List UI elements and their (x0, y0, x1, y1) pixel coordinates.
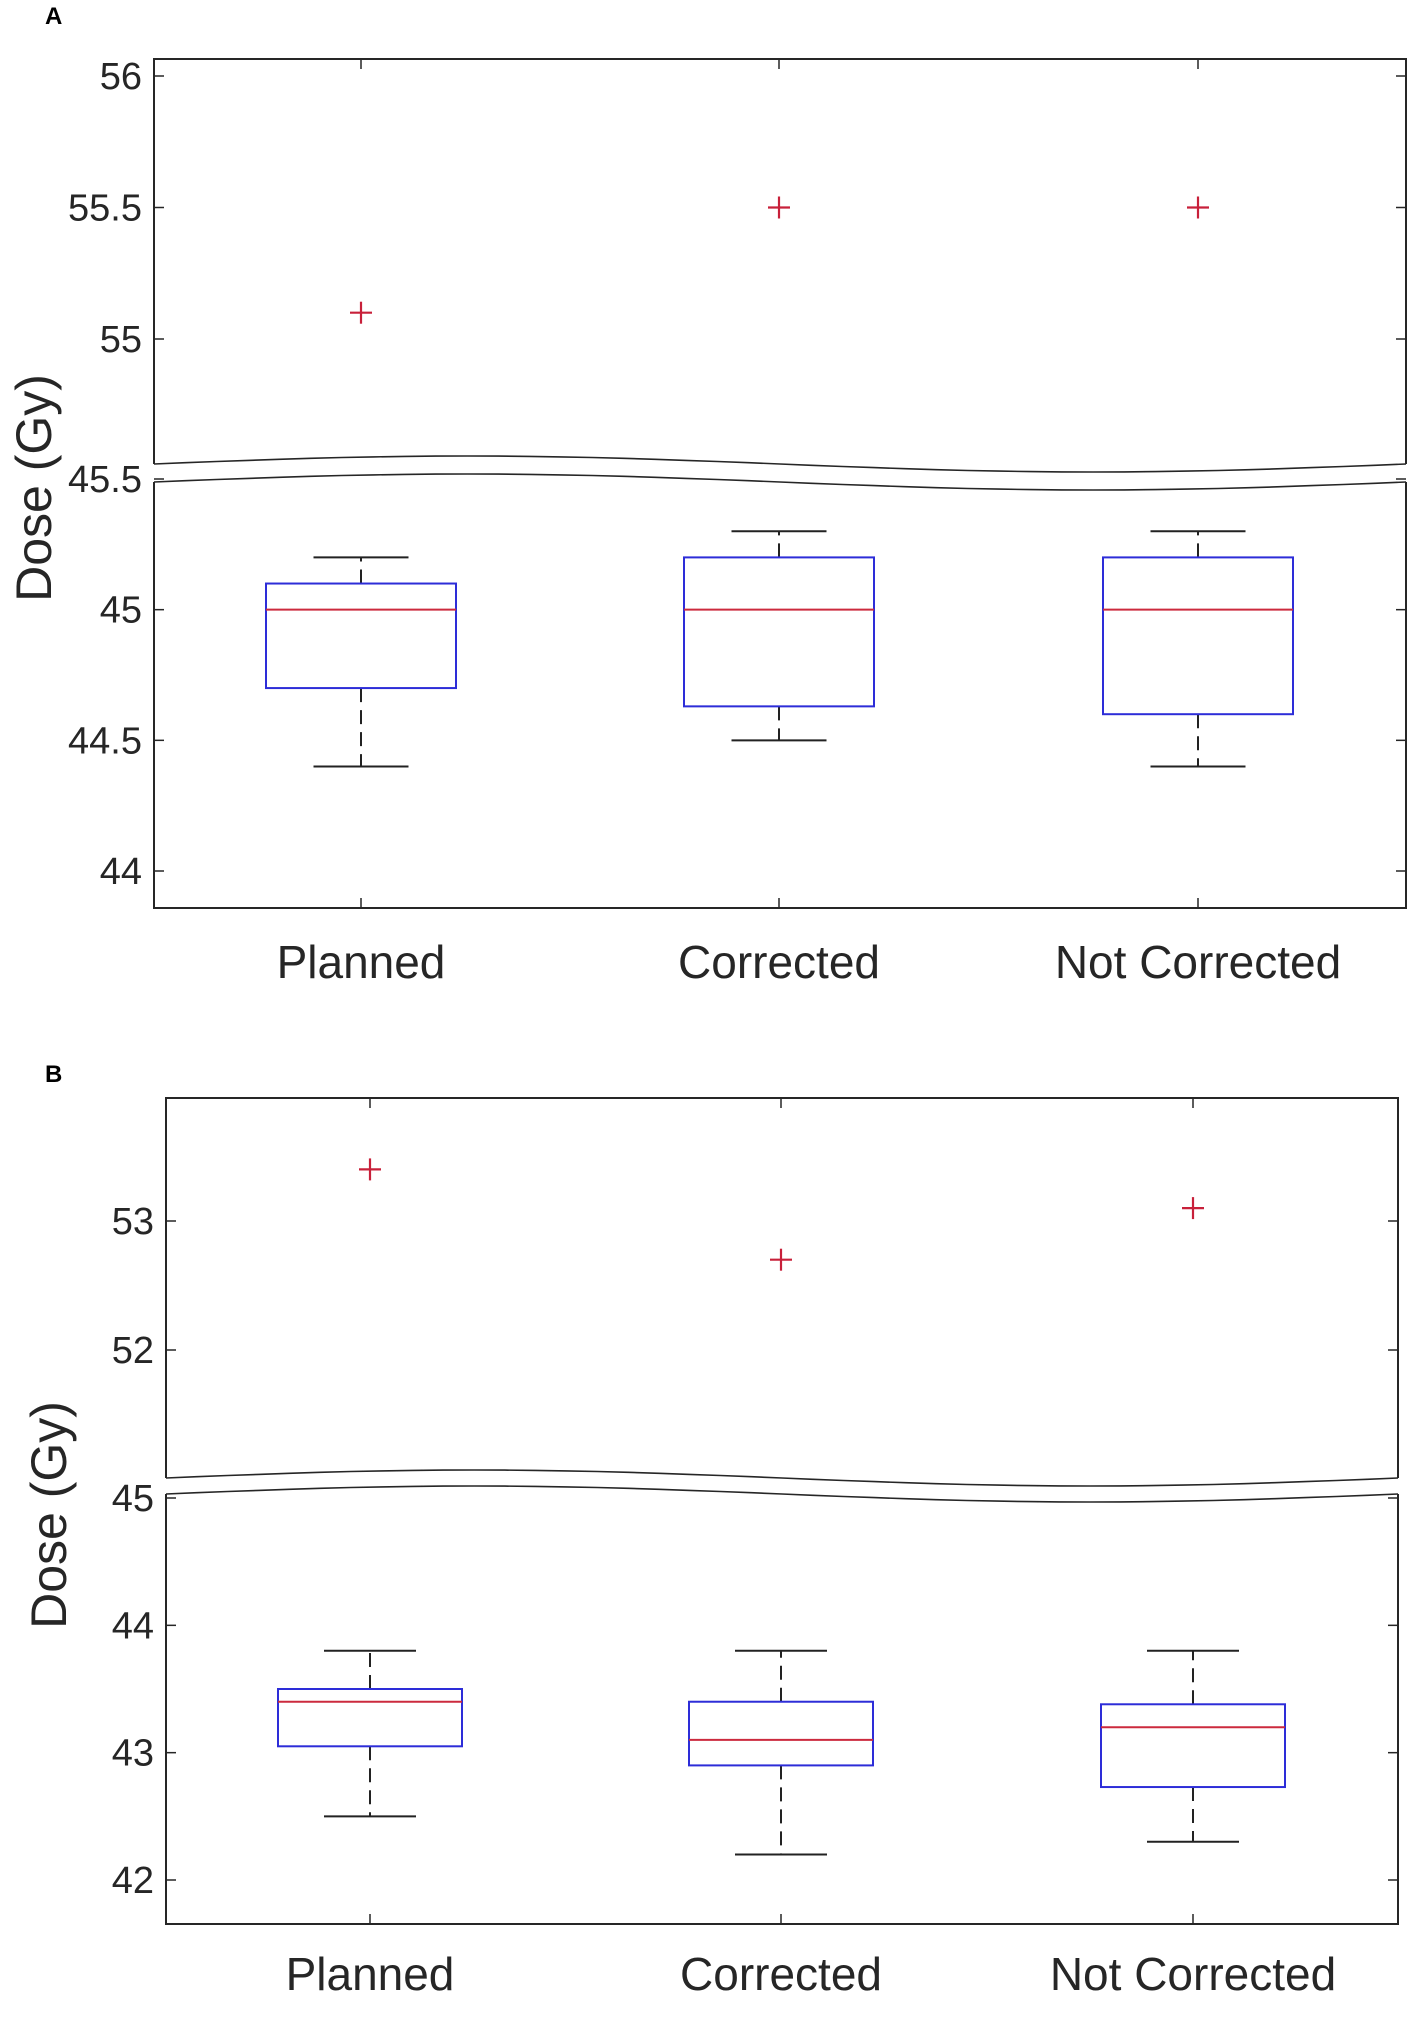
x-category-label: Corrected (678, 936, 880, 988)
boxplot-panel-a: A 56 55.5 55 45.5 45 44.5 44 Planned Corrected Not… (6, 3, 1407, 988)
x-category-label: Planned (286, 1948, 455, 2000)
axes-frame-lower (165, 1494, 1399, 1925)
iqr-box (1102, 556, 1294, 716)
axis-break-line-upper (153, 455, 1407, 473)
y-axis-label: Dose (Gy) (6, 374, 62, 602)
iqr-box (1100, 1703, 1286, 1789)
x-category-label: Corrected (680, 1948, 882, 2000)
y-tick-label: 45 (100, 590, 142, 632)
box-1 (683, 196, 875, 742)
y-tick-label: 44 (112, 1605, 154, 1647)
outlier-marker (350, 301, 372, 324)
axis-break-line-upper (165, 1469, 1399, 1487)
y-tick-label: 44 (100, 851, 142, 893)
panel-letter: B (45, 1061, 62, 1088)
y-tick-label: 55 (100, 319, 142, 361)
x-category-label: Not Corrected (1050, 1948, 1336, 2000)
iqr-box (688, 1700, 874, 1767)
panel-letter: A (45, 3, 62, 30)
outlier-marker (768, 196, 790, 219)
y-tick-label: 45.5 (68, 459, 142, 501)
outlier-marker (770, 1248, 792, 1271)
boxplot-panel-b: B 53 52 45 44 43 42 Planned Corrected Not Correct… (21, 1061, 1399, 2000)
box-0 (277, 1158, 463, 1818)
iqr-box (683, 556, 875, 708)
box-2 (1102, 196, 1294, 768)
x-category-label: Not Corrected (1055, 936, 1341, 988)
y-tick-label: 45 (112, 1478, 154, 1520)
axis-break-line-lower (165, 1485, 1399, 1503)
box-1 (688, 1248, 874, 1856)
axes-frame-upper (153, 58, 1407, 464)
iqr-box (265, 582, 457, 690)
x-category-label: Planned (277, 936, 446, 988)
outlier-marker (1182, 1197, 1204, 1220)
outlier-marker (359, 1158, 381, 1181)
y-tick-label: 53 (112, 1201, 154, 1243)
y-tick-label: 44.5 (68, 720, 142, 762)
y-tick-label: 55.5 (68, 188, 142, 230)
box-2 (1100, 1197, 1286, 1843)
y-tick-label: 52 (112, 1330, 154, 1372)
y-tick-label: 42 (112, 1860, 154, 1902)
axes-frame-upper (165, 1097, 1399, 1478)
y-axis-label: Dose (Gy) (21, 1401, 77, 1629)
y-tick-label: 56 (100, 56, 142, 98)
y-tick-label: 43 (112, 1733, 154, 1775)
axes-frame-lower (153, 482, 1407, 909)
outlier-marker (1187, 196, 1209, 219)
box-0 (265, 301, 457, 768)
iqr-box (277, 1688, 463, 1748)
axis-break-line-lower (153, 473, 1407, 491)
